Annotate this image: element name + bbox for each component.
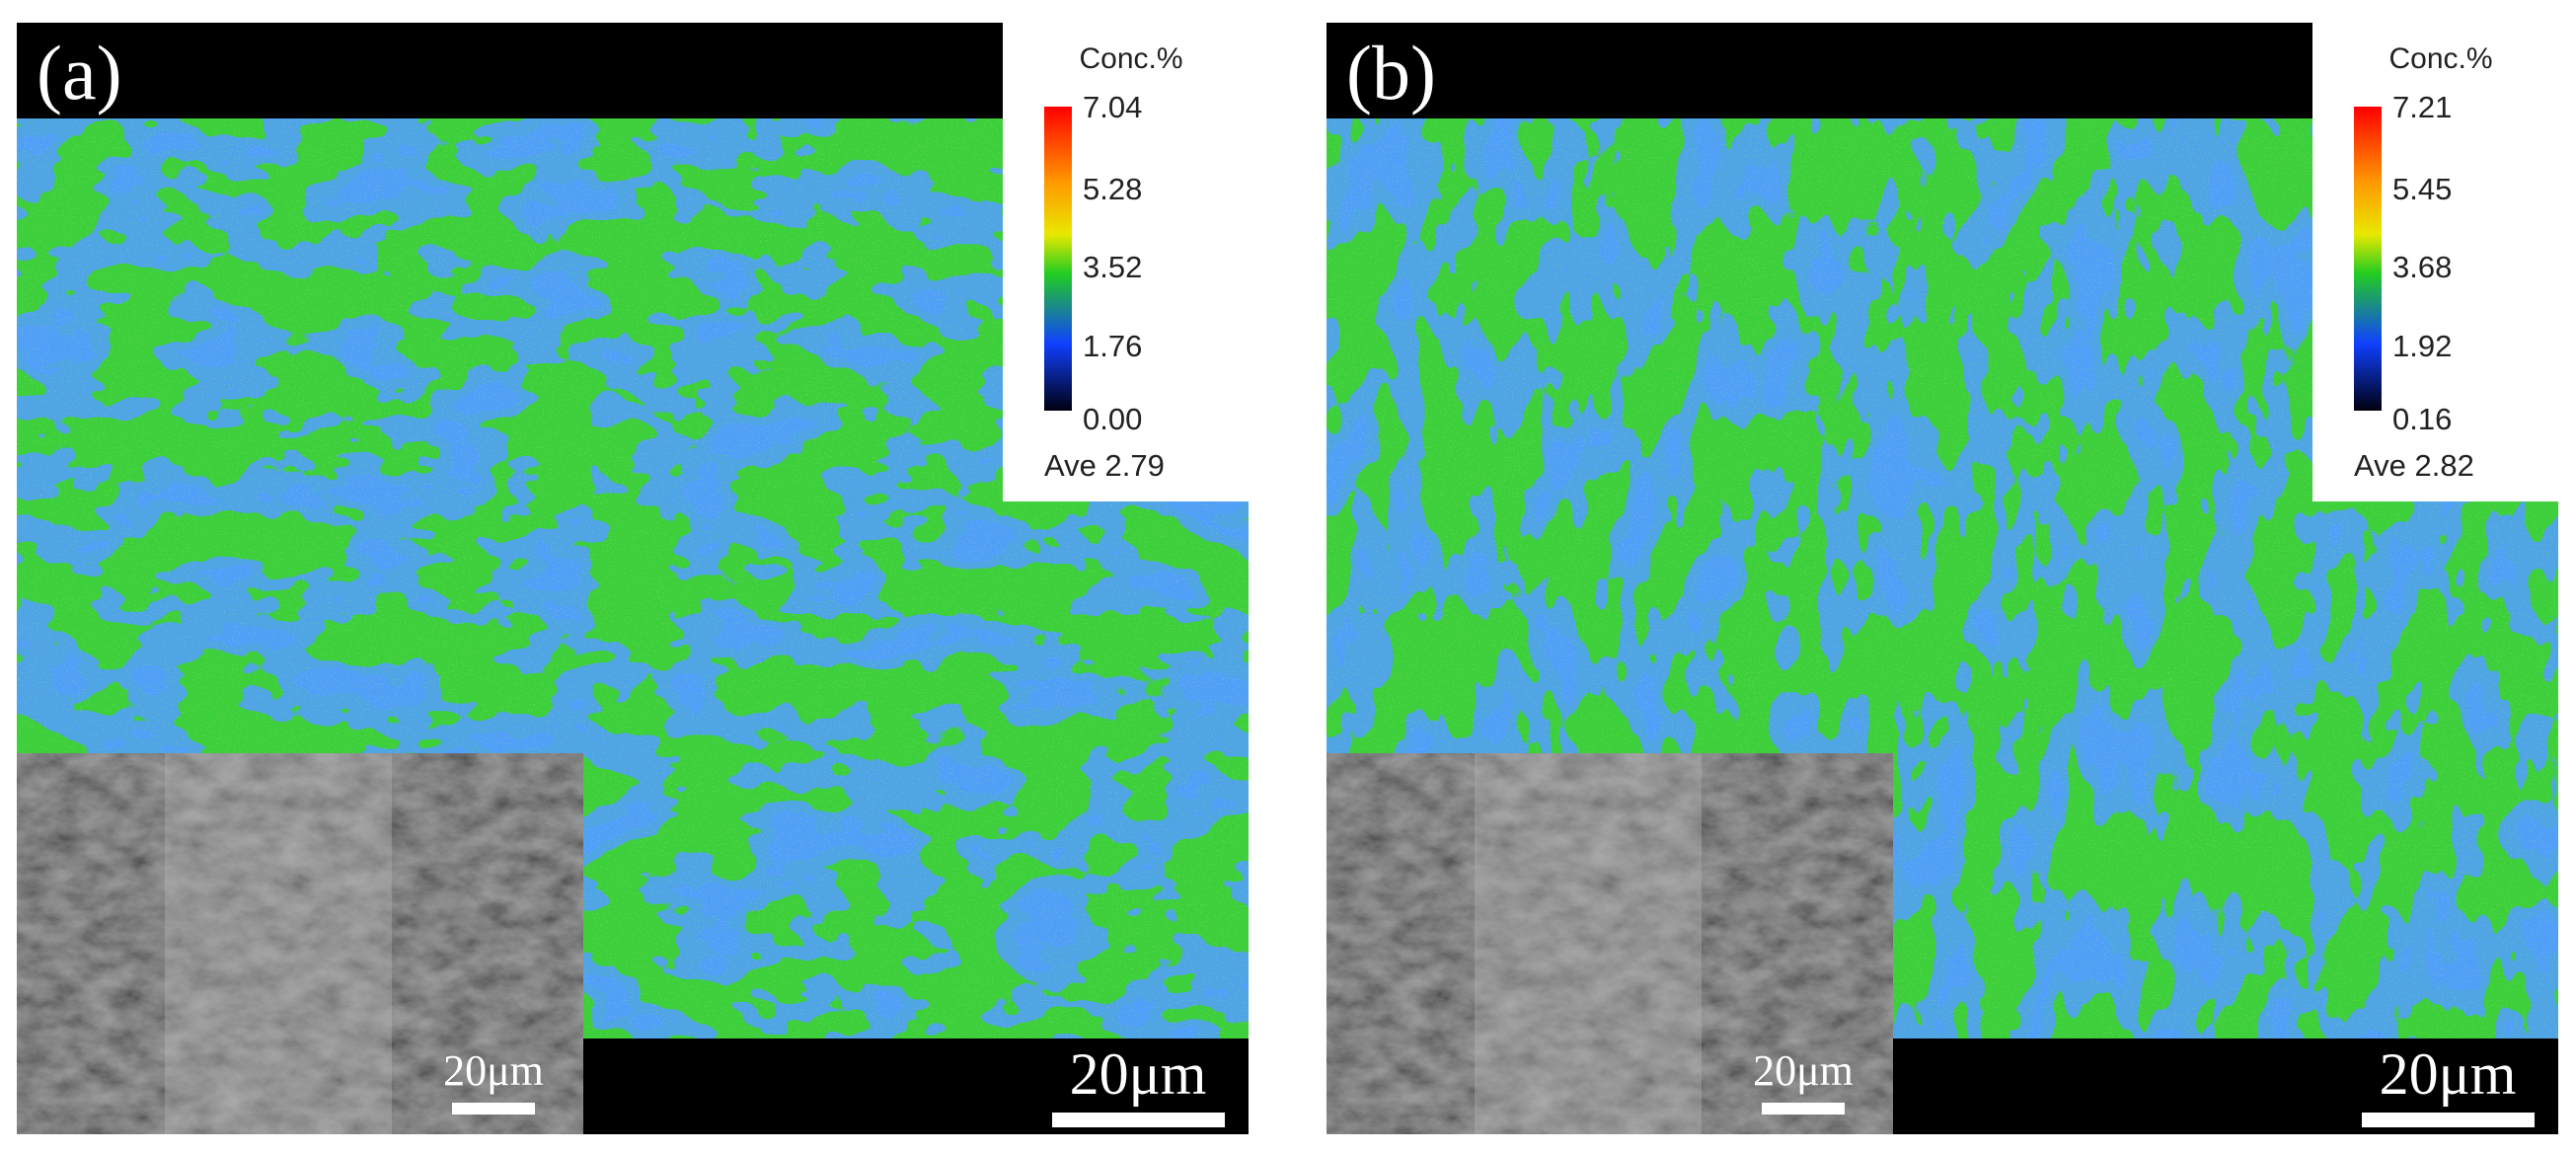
legend-title: Conc.% [1079,42,1182,75]
inset-texture [1326,753,1893,1134]
inset-scale-bar [452,1103,535,1115]
colorbar [1044,107,1072,411]
colorbar-tick-label: 7.04 [1083,90,1142,124]
inset-scale-bar-label: 20μm [1753,1046,1854,1095]
colorbar-tick-label: 1.76 [1083,329,1142,363]
inset-band [1475,753,1702,1134]
legend-box [1003,23,1249,501]
panel-label: (b) [1346,30,1436,115]
legend-box [2312,23,2558,501]
colorbar-tick-label: 7.21 [2392,90,2452,124]
panel: Conc.% 7.21 5.45 3.68 1.92 0.16 Ave 2.82 (b) 20μ… [1326,23,2558,1134]
colorbar-tick-label: 5.45 [2392,172,2452,206]
colorbar-tick-label: 3.68 [2392,250,2452,284]
inset-band [165,753,392,1134]
scale-bar [2362,1113,2535,1127]
panel-label: (a) [37,30,122,115]
scale-bar-label: 20μm [1070,1041,1207,1107]
average-label: Ave 2.79 [1044,448,1165,483]
inset-texture [17,753,583,1134]
scale-bar-label: 20μm [2380,1041,2517,1107]
colorbar-tick-label: 0.16 [2392,402,2452,436]
average-label: Ave 2.82 [2354,448,2474,483]
colorbar-tick-label: 0.00 [1083,402,1142,436]
colorbar-tick-label: 3.52 [1083,250,1142,284]
colorbar [2354,107,2382,411]
colorbar-tick-label: 1.92 [2392,329,2452,363]
colorbar-tick-label: 5.28 [1083,172,1142,206]
legend-title: Conc.% [2388,42,2492,75]
panel: Conc.% 7.04 5.28 3.52 1.76 0.00 Ave 2.79 (a) 20μ… [17,23,1249,1134]
inset-scale-bar [1762,1103,1845,1115]
inset-scale-bar-label: 20μm [443,1046,544,1095]
scale-bar [1052,1113,1225,1127]
